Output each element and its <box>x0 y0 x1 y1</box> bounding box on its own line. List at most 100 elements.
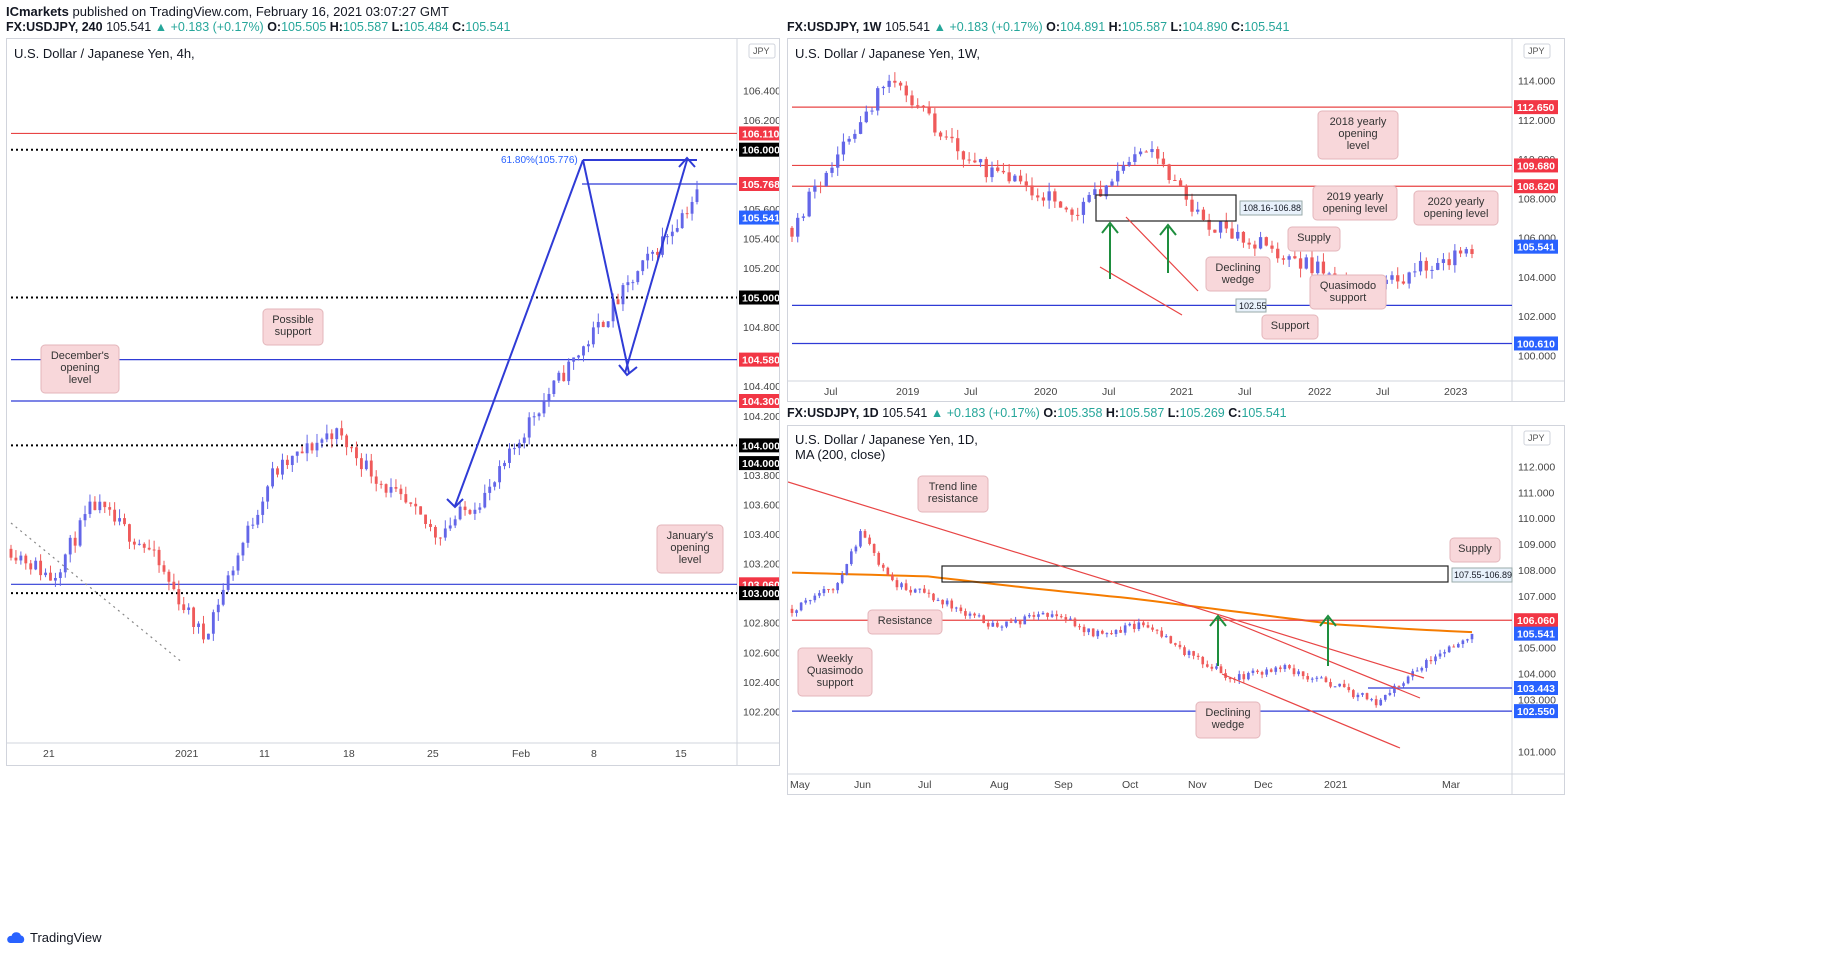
candle-body <box>1443 652 1446 654</box>
candle <box>1242 671 1246 684</box>
price-label-box <box>1514 626 1558 641</box>
y-tick-label: 108.000 <box>1518 193 1556 205</box>
candle <box>478 502 482 514</box>
callout-box <box>917 475 989 513</box>
candle-body <box>172 581 176 590</box>
candle <box>967 152 971 164</box>
callout-text: wedge <box>1211 719 1244 731</box>
y-tick-label: 109.000 <box>1518 539 1556 551</box>
candle <box>1121 161 1126 174</box>
chart-panel-daily[interactable]: JPY 112.000 111.000 110.000 109.000 108.000 10… <box>787 425 1565 795</box>
candle-body <box>1161 158 1166 165</box>
candle-body <box>202 623 205 640</box>
candle <box>567 358 571 385</box>
candle-body <box>557 372 561 381</box>
candle-body <box>1018 619 1022 625</box>
candle <box>1390 271 1394 284</box>
candle-body <box>24 555 28 564</box>
candle <box>881 563 885 572</box>
candle-body <box>438 537 442 539</box>
candle <box>1452 644 1456 648</box>
candle <box>276 466 279 478</box>
y-tick-label: 103.800 <box>743 470 779 482</box>
candle-body <box>1228 677 1232 680</box>
candle <box>1014 616 1017 624</box>
candle <box>796 213 800 243</box>
candle <box>900 581 903 590</box>
candle <box>93 496 97 511</box>
candle <box>1310 677 1314 683</box>
candle <box>850 548 853 566</box>
candle-body <box>1281 258 1286 260</box>
candle <box>877 551 881 567</box>
candle-body <box>893 80 897 83</box>
candle-body <box>1041 612 1045 615</box>
candle <box>996 160 1000 173</box>
candle <box>807 187 811 218</box>
candle <box>320 437 324 448</box>
candle-body <box>944 136 948 138</box>
candle <box>895 577 899 591</box>
candle <box>113 502 117 526</box>
candle <box>1087 628 1090 636</box>
callout-box <box>1309 274 1387 310</box>
callout-text: Quasimodo <box>807 665 863 677</box>
candle-body <box>1196 209 1200 212</box>
candle-body <box>836 154 840 168</box>
callout-box <box>262 308 324 346</box>
price-label-text: 106.000 <box>742 145 779 157</box>
candle-body <box>813 185 817 192</box>
candle-body <box>984 159 988 178</box>
ab-cd-leg-line <box>624 159 688 374</box>
price-label: 106.060 <box>1514 613 1558 628</box>
high-value: 105.587 <box>1119 406 1165 420</box>
candle <box>956 129 960 160</box>
tradingview-logo[interactable]: TradingView <box>6 930 102 945</box>
annotation-callout: Support <box>1261 314 1319 340</box>
candle <box>1298 251 1303 278</box>
x-tick-label: Aug <box>990 779 1009 791</box>
candle-body <box>522 437 526 443</box>
chart-panel-weekly[interactable]: JPY114.000112.000110.000108.000106.00010… <box>787 38 1565 402</box>
candle <box>1464 246 1468 257</box>
candle <box>1320 675 1323 679</box>
price-label-text: 103.000 <box>742 588 779 600</box>
candle <box>315 433 319 458</box>
candle <box>1041 192 1046 207</box>
price-label: 108.620 <box>1514 179 1558 194</box>
candle-body <box>1429 660 1433 662</box>
candle-body <box>938 132 943 137</box>
candle <box>68 534 72 563</box>
symbol-label: FX:USDJPY, 1W <box>787 20 882 34</box>
candle <box>1306 673 1310 683</box>
candle-body <box>19 555 23 561</box>
candle-body <box>904 583 908 590</box>
publisher-user[interactable]: ICmarkets <box>6 4 69 19</box>
candle-body <box>1001 170 1006 173</box>
candle-body <box>147 547 151 550</box>
candle <box>53 572 57 587</box>
chart-panel-4h[interactable]: JPY 106.400 106.200 105.600 105.400 105.200 10… <box>6 38 780 766</box>
candle-body <box>1458 250 1463 254</box>
candle-body <box>1073 618 1077 627</box>
candle <box>14 550 18 565</box>
brand-name: TradingView <box>30 930 102 945</box>
x-tick-label: Oct <box>1122 779 1138 791</box>
candle-body <box>128 524 131 542</box>
candle <box>1315 675 1319 682</box>
candle <box>916 98 920 109</box>
x-tick-label: 2022 <box>1308 386 1332 398</box>
candle-body <box>285 459 289 466</box>
candle <box>1156 146 1160 165</box>
price-label-text: 104.000 <box>742 440 779 452</box>
candle-body <box>876 88 880 111</box>
candle <box>1274 666 1278 675</box>
candle <box>801 213 806 222</box>
candle-body <box>964 611 967 616</box>
candle <box>977 613 981 618</box>
candle-body <box>656 251 659 255</box>
candle-body <box>591 327 595 345</box>
candle <box>954 606 958 612</box>
candle <box>1283 663 1287 672</box>
candle <box>1258 231 1263 250</box>
